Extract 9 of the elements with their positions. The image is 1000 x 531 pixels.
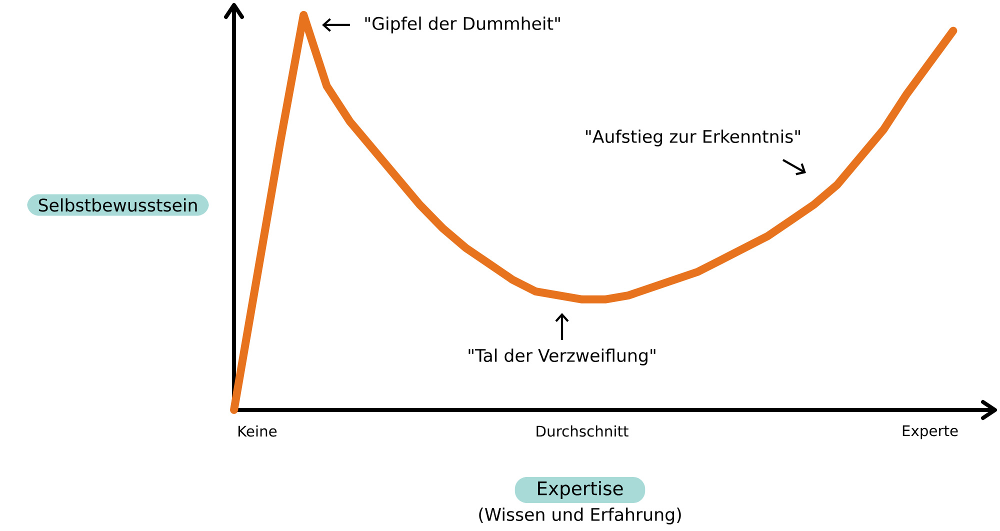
- annotation: "Tal der Verzweiflung": [468, 348, 656, 366]
- text: (Wissen und Erfahrung): [479, 508, 681, 524]
- x-axis-title: Expertise: [538, 480, 623, 500]
- y-axis-title: Selbstbewusstsein: [38, 198, 197, 212]
- x-tick-label: Keine: [238, 425, 277, 437]
- x-tick-label: Durchschnitt: [536, 425, 628, 437]
- annotation: "Aufstieg zur Erkenntnis": [586, 130, 800, 146]
- annotation: "Gipfel der Dummheit": [365, 16, 560, 34]
- x-tick-label: Experte: [902, 425, 958, 440]
